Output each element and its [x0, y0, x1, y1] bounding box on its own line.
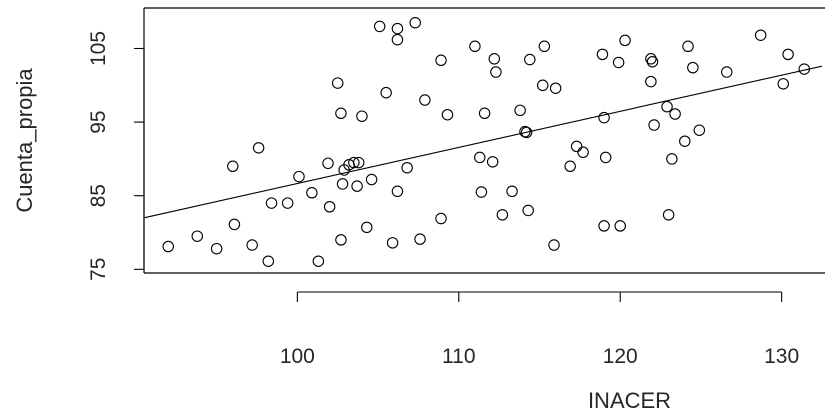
y-tick-label: 95 [87, 110, 110, 133]
data-point [435, 212, 447, 225]
data-point [646, 55, 659, 68]
data-point [538, 40, 551, 53]
data-point [191, 230, 204, 242]
data-point [782, 48, 794, 61]
data-point [645, 53, 657, 65]
x-tick-label: 120 [603, 345, 638, 368]
data-point [265, 197, 278, 209]
data-point [210, 242, 223, 255]
data-point [409, 16, 421, 29]
data-point [648, 119, 660, 131]
x-tick-label: 110 [442, 345, 475, 368]
data-point [570, 140, 583, 153]
data-point [520, 126, 533, 139]
data-point [645, 75, 657, 88]
data-point [666, 153, 678, 165]
data-point [373, 20, 386, 33]
data-point [475, 186, 488, 198]
data-point [599, 151, 612, 164]
data-point [401, 161, 413, 174]
data-point [380, 86, 392, 99]
data-point [323, 201, 336, 213]
data-point [306, 187, 318, 199]
data-point [669, 108, 681, 120]
y-axis-title: Cuenta_propia [12, 68, 37, 213]
data-point [281, 197, 294, 209]
data-point [777, 78, 790, 90]
data-point [228, 218, 241, 231]
data-point [564, 160, 576, 173]
data-point [679, 135, 691, 147]
data-point [598, 111, 610, 124]
data-point [356, 110, 368, 122]
data-point [506, 185, 518, 198]
data-point [435, 54, 447, 67]
data-point [293, 170, 305, 183]
data-point [252, 142, 265, 154]
data-point [798, 63, 810, 75]
data-point [474, 151, 486, 164]
data-point [391, 33, 404, 46]
data-point [754, 29, 767, 41]
regression-line [143, 65, 823, 219]
data-point [312, 255, 325, 267]
data-point [335, 107, 347, 120]
data-point [322, 157, 334, 170]
y-tick-label: 105 [87, 31, 110, 66]
data-point [612, 56, 625, 69]
data-point [478, 107, 491, 120]
data-point [246, 239, 258, 251]
data-point [391, 185, 404, 198]
data-point [227, 160, 239, 173]
data-point [687, 61, 699, 74]
data-point [514, 104, 526, 117]
points-layer [162, 16, 810, 267]
data-point [361, 221, 373, 234]
data-point [661, 100, 673, 113]
data-point [486, 156, 499, 168]
x-tick-label: 100 [280, 345, 315, 368]
data-point [522, 204, 534, 217]
data-point [536, 79, 549, 92]
data-point [441, 108, 454, 121]
data-point [351, 180, 363, 192]
x-axis: 100 110 120 130 [280, 291, 799, 368]
data-point [262, 255, 275, 267]
data-point [490, 66, 502, 78]
data-point [619, 34, 631, 47]
y-axis: 75 85 95 105 [87, 31, 145, 281]
data-point [348, 156, 360, 169]
data-point [549, 82, 562, 94]
data-point [662, 209, 675, 221]
data-point [352, 156, 365, 169]
data-point [488, 53, 501, 65]
data-point [365, 173, 378, 186]
data-point [577, 146, 589, 159]
data-point [336, 178, 349, 190]
data-point [496, 209, 509, 221]
x-tick-label: 130 [764, 345, 799, 368]
data-point [335, 234, 347, 246]
data-point [721, 66, 733, 78]
x-axis-title: INACER [588, 388, 671, 412]
data-point [386, 237, 399, 249]
data-point [469, 40, 481, 53]
y-tick-label: 85 [87, 184, 110, 207]
data-point [331, 77, 344, 89]
data-point [524, 53, 536, 66]
y-tick-label: 75 [87, 258, 110, 281]
data-point [162, 240, 174, 253]
data-point [598, 220, 610, 232]
data-point [614, 220, 626, 232]
data-point [693, 124, 706, 136]
data-point [596, 48, 609, 61]
regression-line-layer [143, 65, 823, 219]
data-point [419, 94, 431, 106]
data-point [414, 233, 426, 245]
data-point [682, 40, 694, 53]
data-point [548, 239, 560, 251]
plot-frame [143, 7, 825, 274]
data-point [391, 22, 404, 35]
